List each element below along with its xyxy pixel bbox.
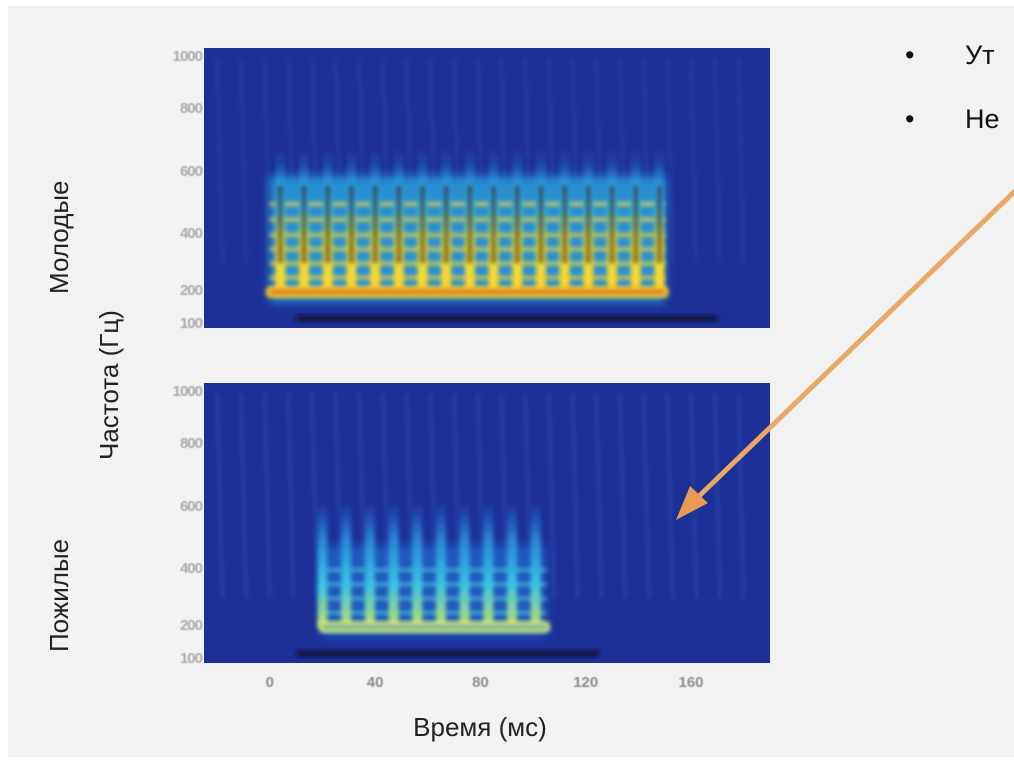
spectrogram-young — [204, 48, 770, 328]
noise-streak — [571, 392, 579, 599]
x-axis-label: Время (мс) — [413, 712, 547, 742]
bullet-item-1: • Ут — [905, 40, 995, 71]
fundamental-band — [318, 621, 551, 633]
spectrogram-young-plot — [204, 48, 770, 328]
low-band — [296, 315, 718, 323]
x-tick-label: 120 — [573, 674, 599, 691]
noise-streak — [547, 392, 556, 599]
noise-streak — [666, 392, 674, 599]
pulse-stripe — [435, 501, 446, 627]
bullet-dot: • — [905, 40, 915, 70]
noise-streak — [310, 392, 319, 599]
noise-streak — [595, 392, 603, 599]
pulse-core — [324, 185, 331, 264]
y-tick-label: 400 — [179, 225, 203, 242]
pulse-core — [395, 185, 402, 264]
y-tick-label: 100 — [179, 315, 203, 332]
pulse-stripe — [388, 501, 399, 627]
noise-streak — [642, 392, 650, 599]
pulse-core — [537, 185, 544, 264]
noise-streak — [713, 392, 721, 599]
pulse-core — [277, 185, 284, 264]
arrow-shaft — [692, 189, 1014, 503]
low-frequency-band — [296, 650, 599, 658]
pulse-stripe — [507, 501, 518, 627]
pulse-core — [561, 185, 568, 264]
pulse-stripe — [459, 501, 470, 627]
noise-streak — [239, 57, 248, 264]
bullet-text-1: Ут — [965, 40, 995, 70]
low-band — [296, 650, 599, 658]
spectrogram-elderly — [204, 383, 770, 663]
fundamental-core — [322, 625, 547, 629]
pulse-core — [443, 185, 450, 264]
noise-streak — [263, 57, 271, 264]
y-tick-label: 600 — [179, 163, 203, 180]
y-tick-label: 400 — [179, 560, 203, 577]
pulse-stripe — [317, 501, 328, 627]
pulse-core — [301, 185, 308, 264]
x-tick-label: 40 — [366, 674, 384, 691]
noise-streak — [263, 392, 271, 599]
voicing-pulses — [275, 147, 665, 292]
pulse-stripe — [530, 501, 541, 627]
pulse-core — [466, 185, 473, 264]
y-tick-label: 1000 — [172, 48, 203, 65]
pulse-core — [585, 185, 592, 264]
x-tick-label: 80 — [472, 674, 489, 691]
noise-streak — [239, 392, 248, 599]
low-frequency-band — [296, 315, 718, 323]
pulse-core — [514, 185, 521, 264]
y-tick-label: 100 — [179, 650, 203, 667]
pulse-core — [609, 185, 616, 264]
noise-streak — [287, 392, 295, 599]
y-tick-label: 200 — [179, 282, 203, 299]
fundamental-core — [269, 290, 665, 294]
pulse-stripe — [341, 501, 352, 627]
pulse-core — [656, 185, 663, 264]
y-tick-label: 800 — [179, 435, 203, 452]
fundamental-band — [265, 286, 669, 298]
pulse-core — [490, 185, 497, 264]
pulse-core — [632, 185, 639, 264]
bullet-dot: • — [905, 104, 915, 134]
y-tick-label: 600 — [179, 498, 203, 515]
y-tick-label: 1000 — [172, 383, 203, 400]
spectrogram-elderly-plot — [204, 383, 770, 663]
x-tick-label: 0 — [265, 674, 274, 691]
pulse-stripe — [364, 501, 375, 627]
noise-streak — [737, 392, 745, 599]
bullet-text-2: Не — [965, 104, 1000, 134]
pulse-stripe — [483, 501, 494, 627]
y-tick-label: 800 — [179, 100, 203, 117]
pulse-core — [372, 185, 379, 264]
arrow-head — [676, 486, 708, 520]
y-tick-label: 200 — [179, 617, 203, 634]
noise-streak — [737, 57, 745, 264]
noise-streak — [618, 392, 627, 599]
pulse-stripe — [412, 501, 423, 627]
noise-streak — [713, 57, 721, 264]
bullet-item-2: • Не — [905, 104, 1000, 135]
noise-streak — [216, 392, 224, 599]
x-tick-label: 160 — [678, 674, 704, 691]
noise-streak — [666, 57, 674, 264]
noise-streak — [216, 57, 224, 264]
pulse-core — [348, 185, 355, 264]
pulse-core — [419, 185, 426, 264]
noise-streak — [690, 57, 698, 264]
voicing-pulses — [317, 501, 541, 627]
